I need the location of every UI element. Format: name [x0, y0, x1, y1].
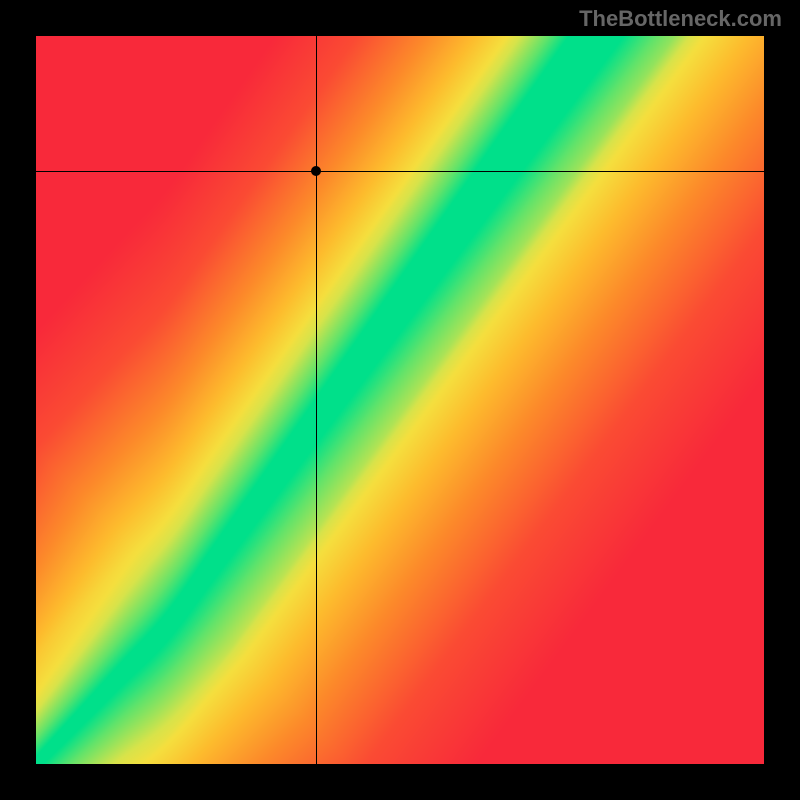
watermark-text: TheBottleneck.com [579, 6, 782, 32]
chart-container [36, 36, 764, 764]
crosshair-vertical [316, 36, 317, 764]
heatmap-canvas [36, 36, 764, 764]
crosshair-horizontal [36, 171, 764, 172]
crosshair-marker [311, 166, 321, 176]
